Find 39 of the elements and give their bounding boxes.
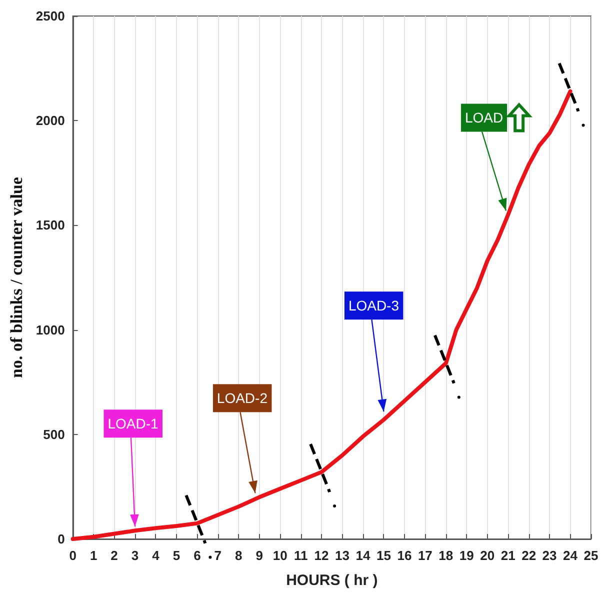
x-tick-label: 13 <box>335 548 350 563</box>
x-tick-label: 7 <box>214 548 222 563</box>
x-tick-label: 20 <box>480 548 495 563</box>
y-tick-label: 1000 <box>36 322 65 338</box>
x-tick-label: 23 <box>542 548 557 563</box>
x-tick-label: 9 <box>256 548 263 563</box>
x-tick-label: 14 <box>356 548 371 563</box>
annotation: LOAD-1 <box>108 416 158 432</box>
x-tick-label: 18 <box>438 548 454 563</box>
x-tick-label: 5 <box>172 548 180 563</box>
x-tick-label: 22 <box>522 548 536 563</box>
y-tick-label: 1500 <box>36 218 65 233</box>
y-axis-title: no. of blinks / counter value <box>7 176 26 378</box>
annotation: LOAD-2 <box>216 390 268 406</box>
y-tick-label: 0 <box>58 532 65 546</box>
x-tick-label: 1 <box>90 548 98 563</box>
x-tick-label: 16 <box>397 548 412 563</box>
y-tick-label: 2500 <box>36 8 65 24</box>
y-tick-label: 2000 <box>36 113 65 128</box>
x-tick-label: 10 <box>272 548 288 563</box>
x-tick-label: 15 <box>376 548 391 563</box>
x-tick-label: 8 <box>235 548 242 563</box>
line-series <box>70 89 572 541</box>
x-tick-label: 21 <box>500 548 516 563</box>
x-tick-label: 25 <box>584 548 598 563</box>
y-tick-label: 500 <box>43 426 65 442</box>
x-tick-label: 4 <box>152 548 160 563</box>
x-tick-label: 3 <box>131 548 139 563</box>
x-tick-label: 11 <box>294 548 308 563</box>
x-axis-title: HOURS ( hr ) <box>286 572 378 589</box>
x-tick-label: 12 <box>314 548 329 563</box>
x-tick-label: 6 <box>194 548 201 563</box>
x-tick-label: 24 <box>563 548 578 563</box>
x-tick-label: 0 <box>69 548 76 563</box>
annotation: LOAD <box>464 110 504 126</box>
annotation: LOAD-3 <box>348 298 400 314</box>
x-tick-label: 2 <box>110 548 118 563</box>
x-tick-label: 19 <box>459 548 474 563</box>
x-tick-label: 17 <box>418 548 432 563</box>
